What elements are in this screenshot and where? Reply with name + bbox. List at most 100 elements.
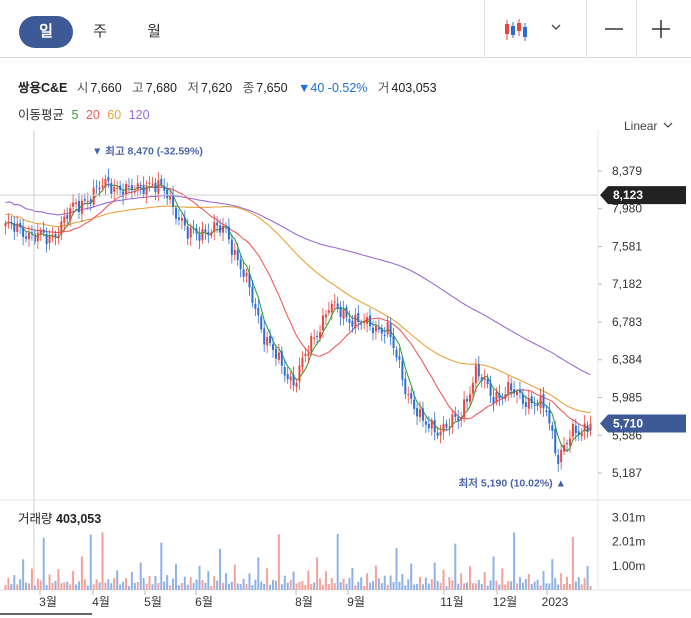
volume-bar <box>216 580 219 590</box>
x-tick-label: 3월 <box>39 595 57 609</box>
volume-bar <box>477 580 480 590</box>
volume-bar <box>513 532 516 590</box>
volume-bar <box>583 578 586 590</box>
candle-body <box>589 423 592 431</box>
candle-body <box>139 184 142 187</box>
candle-body <box>157 180 160 194</box>
volume-bar <box>360 577 363 590</box>
volume-bar <box>16 584 19 590</box>
candle-body <box>530 396 533 404</box>
volume-bar <box>242 578 245 590</box>
candle-body <box>63 216 66 223</box>
last-price-label: 5,710 <box>613 417 643 431</box>
volume-bar <box>351 567 354 590</box>
volume-bar <box>454 543 457 590</box>
candle-body <box>542 394 545 409</box>
ma-20: 20 <box>85 108 100 122</box>
volume-bar <box>7 577 10 590</box>
volume-bar <box>486 585 489 590</box>
volume-bar <box>371 581 374 590</box>
candle-body <box>533 404 536 406</box>
volume-bar <box>460 573 463 590</box>
volume-bar <box>304 584 307 590</box>
volume-bar <box>4 584 7 590</box>
volume-bar <box>466 582 469 590</box>
candle-body <box>492 396 495 404</box>
volume-bar <box>404 585 407 590</box>
ma-label: 이동평균 <box>18 108 65 122</box>
candle-body <box>351 320 354 327</box>
volume-tick-label: 2.01m <box>612 535 645 549</box>
volume-bar <box>545 583 548 590</box>
volume-bar <box>321 585 324 590</box>
volume-bar <box>571 536 574 590</box>
tab-weekly[interactable]: 주 <box>93 23 107 40</box>
y-tick-label: 7,980 <box>612 202 642 216</box>
volume-bar <box>125 578 128 590</box>
volume-bar <box>527 573 530 590</box>
tab-daily[interactable]: 일 <box>19 16 73 48</box>
volume-bar <box>389 575 392 590</box>
candle-body <box>125 183 128 195</box>
volume-bar <box>542 570 545 590</box>
chevron-down-icon[interactable] <box>548 18 564 38</box>
candle-body <box>489 382 492 396</box>
candle-body <box>336 303 339 309</box>
volume-bar <box>580 584 583 590</box>
candle-body <box>310 336 313 352</box>
plus-icon[interactable] <box>643 14 679 46</box>
volume-bar <box>416 583 419 590</box>
candle-body <box>436 432 439 436</box>
volume-bar <box>336 533 339 590</box>
volume-bar <box>80 556 83 590</box>
candle-body <box>186 226 189 239</box>
candle-body <box>86 200 89 203</box>
toolbar-divider <box>636 0 637 58</box>
low-annotation: 최저 5,190 (10.02%) ▲ <box>459 477 566 490</box>
volume-bar <box>413 584 416 590</box>
minus-icon[interactable] <box>596 14 632 46</box>
candlestick-icon[interactable] <box>498 14 534 46</box>
y-tick-label: 6,384 <box>612 353 642 367</box>
volume-bar <box>222 582 225 590</box>
volume-bar <box>539 585 542 590</box>
candle-body <box>16 223 19 233</box>
volume-bar <box>489 580 492 590</box>
volume-bar <box>224 573 227 590</box>
candle-body <box>471 382 474 394</box>
candle-body <box>195 228 198 234</box>
volume-bar <box>198 565 201 590</box>
volume-bar <box>316 557 319 590</box>
volume-bar <box>157 582 160 590</box>
candle-body <box>518 390 521 393</box>
candle-body <box>410 393 413 399</box>
volume-bar <box>366 573 369 590</box>
candle-body <box>263 328 266 345</box>
volume-bar <box>148 575 151 590</box>
volume-panel-title: 거래량 <box>18 512 53 526</box>
stock-chart[interactable]: 8,3797,9807,5817,1826,7836,3845,9855,586… <box>0 130 691 618</box>
candle-body <box>4 223 7 227</box>
candle-body <box>254 303 257 309</box>
candle-body <box>442 423 445 432</box>
volume-bar <box>401 574 404 590</box>
volume-bar <box>22 559 25 590</box>
candle-body <box>95 185 98 187</box>
candle-body <box>277 352 280 360</box>
candle-body <box>19 223 22 228</box>
volume-bar <box>272 580 275 590</box>
candle-body <box>180 218 183 221</box>
tab-monthly[interactable]: 월 <box>147 23 161 40</box>
volume-bar <box>72 571 75 590</box>
volume-bar <box>201 580 204 590</box>
volume-bar <box>363 586 366 590</box>
candle-body <box>468 394 471 402</box>
volume-bar <box>263 583 266 590</box>
volume-bar <box>330 577 333 590</box>
volume-bar <box>383 575 386 590</box>
candle-body <box>548 410 551 424</box>
candle-body <box>160 178 163 185</box>
scale-mode-selector[interactable]: Linear <box>624 119 675 133</box>
volume-bar <box>495 580 498 590</box>
candle-body <box>101 185 104 188</box>
